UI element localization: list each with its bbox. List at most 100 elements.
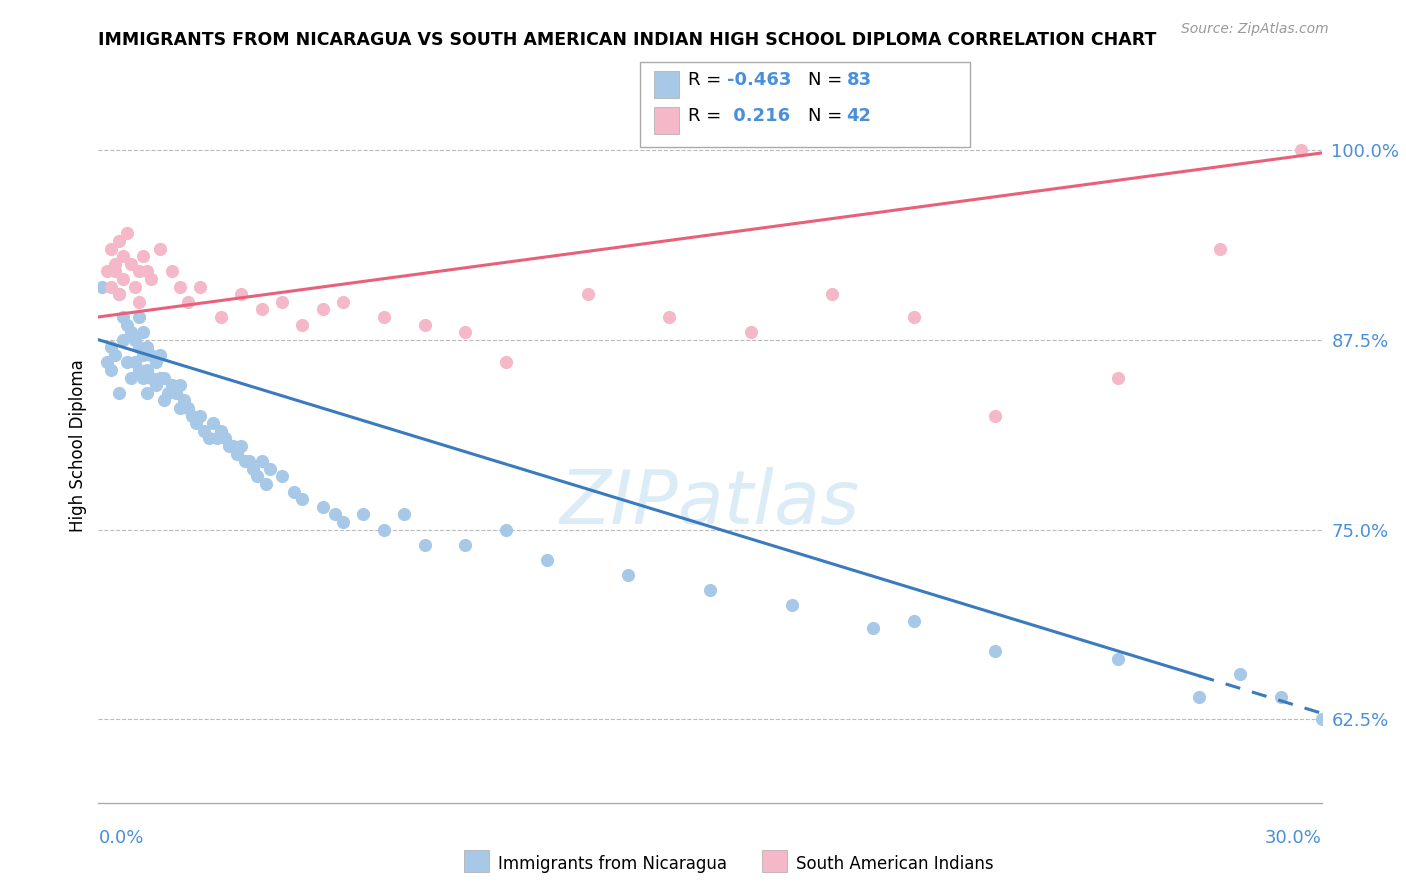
Point	[108, 234, 131, 248]
Text: Source: ZipAtlas.com: Source: ZipAtlas.com	[1181, 22, 1329, 37]
Text: 42: 42	[846, 107, 872, 125]
Point	[197, 431, 219, 445]
Point	[658, 310, 681, 324]
Point	[141, 348, 163, 362]
Point	[291, 318, 314, 332]
Text: ZIPatlas: ZIPatlas	[560, 467, 860, 539]
Point	[120, 370, 142, 384]
Point	[392, 508, 416, 522]
Point	[617, 568, 640, 582]
Point	[136, 264, 159, 278]
Point	[218, 439, 240, 453]
Point	[149, 242, 172, 256]
Point	[128, 340, 150, 354]
Point	[454, 325, 477, 339]
Text: -0.463: -0.463	[727, 71, 792, 89]
Point	[205, 431, 228, 445]
Point	[120, 257, 142, 271]
Point	[169, 378, 191, 392]
Point	[780, 599, 803, 613]
Text: R =: R =	[688, 107, 727, 125]
Point	[100, 242, 122, 256]
Point	[1107, 370, 1129, 384]
Point	[903, 614, 925, 628]
Point	[152, 393, 174, 408]
Point	[984, 409, 1007, 423]
Point	[201, 416, 224, 430]
Point	[495, 355, 517, 369]
Point	[312, 302, 335, 317]
Point	[576, 287, 599, 301]
Point	[141, 370, 163, 384]
Point	[115, 318, 138, 332]
Point	[128, 264, 150, 278]
Point	[149, 348, 172, 362]
Point	[283, 484, 305, 499]
Point	[536, 553, 558, 567]
Point	[104, 348, 127, 362]
Point	[160, 378, 183, 392]
Point	[181, 409, 204, 423]
Text: 0.216: 0.216	[727, 107, 790, 125]
Point	[233, 454, 256, 468]
Point	[270, 469, 294, 483]
Text: N =: N =	[808, 71, 848, 89]
Point	[156, 385, 179, 400]
Point	[1310, 712, 1333, 726]
Point	[108, 287, 131, 301]
Point	[238, 454, 260, 468]
Point	[169, 279, 191, 293]
Point	[1291, 143, 1313, 157]
Point	[413, 538, 436, 552]
Point	[132, 348, 155, 362]
Point	[1270, 690, 1292, 704]
Point	[111, 249, 134, 263]
Point	[120, 325, 142, 339]
Point	[128, 310, 150, 324]
Point	[332, 515, 354, 529]
Point	[141, 272, 163, 286]
Point	[312, 500, 335, 514]
Point	[740, 325, 762, 339]
Point	[165, 385, 187, 400]
Point	[1208, 242, 1232, 256]
Point	[169, 401, 191, 415]
Point	[100, 363, 122, 377]
Point	[352, 508, 374, 522]
Point	[323, 508, 346, 522]
Point	[177, 294, 200, 309]
Point	[254, 477, 277, 491]
Point	[124, 333, 146, 347]
Point	[242, 462, 264, 476]
Point	[250, 454, 273, 468]
Point	[145, 355, 167, 369]
Point	[862, 621, 884, 635]
Point	[145, 378, 167, 392]
Point	[152, 370, 174, 384]
Point	[108, 287, 131, 301]
Point	[91, 279, 114, 293]
Text: 83: 83	[846, 71, 872, 89]
Point	[96, 264, 118, 278]
Point	[136, 340, 159, 354]
Point	[111, 333, 134, 347]
Point	[821, 287, 844, 301]
Point	[291, 492, 314, 507]
Point	[214, 431, 236, 445]
Point	[188, 279, 212, 293]
Point	[1229, 666, 1251, 681]
Point	[115, 355, 138, 369]
Text: R =: R =	[688, 71, 727, 89]
Point	[1107, 651, 1129, 665]
Point	[209, 424, 232, 438]
Point	[231, 287, 253, 301]
Text: IMMIGRANTS FROM NICARAGUA VS SOUTH AMERICAN INDIAN HIGH SCHOOL DIPLOMA CORRELATI: IMMIGRANTS FROM NICARAGUA VS SOUTH AMERI…	[98, 31, 1157, 49]
Point	[111, 272, 134, 286]
Point	[104, 257, 127, 271]
Point	[132, 370, 155, 384]
Point	[100, 340, 122, 354]
Y-axis label: High School Diploma: High School Diploma	[69, 359, 87, 533]
Point	[96, 355, 118, 369]
Point	[177, 401, 200, 415]
Point	[413, 318, 436, 332]
